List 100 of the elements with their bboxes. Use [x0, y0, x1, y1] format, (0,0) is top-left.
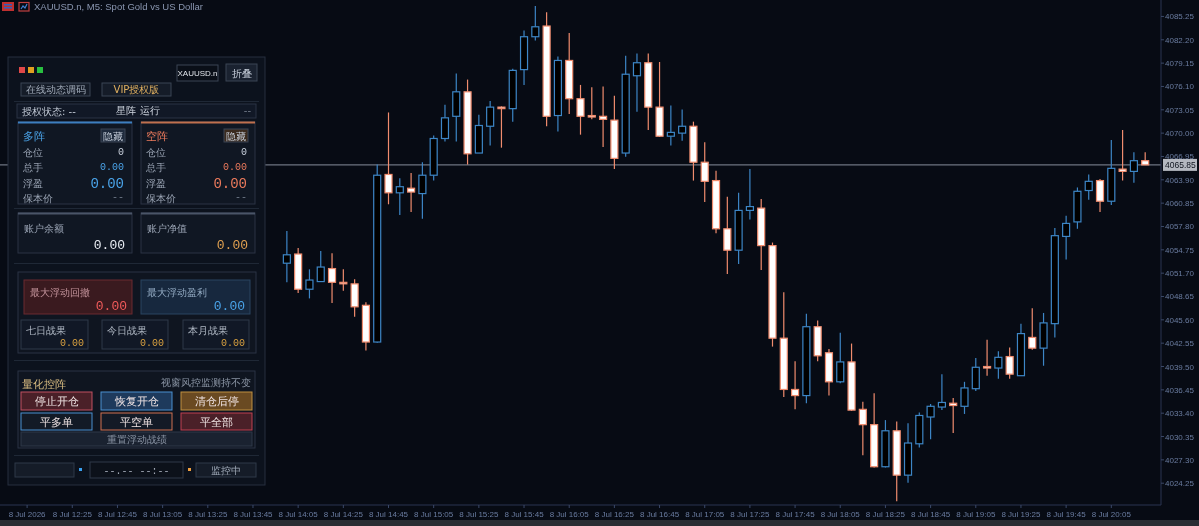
annotation: 0: [240, 147, 247, 158]
candlestick: [395, 177, 404, 216]
x-tick-label: 8 Jul 12:45: [97, 510, 138, 519]
candlestick: [576, 84, 585, 136]
candlestick: [678, 108, 687, 142]
annotation: 清仓后停: [194, 395, 239, 408]
candlestick: [960, 381, 969, 415]
x-tick-label: 8 Jul 17:25: [730, 510, 771, 519]
x-tick-label: 8 Jul 19:05: [956, 510, 996, 519]
annotation: XAUUSD.n: [177, 69, 218, 78]
candlestick: [384, 111, 393, 205]
candlestick: [1095, 178, 1105, 213]
annotation: 星阵 运行: [116, 105, 160, 116]
candlestick: [937, 373, 946, 411]
annotation: 0.00: [216, 238, 248, 253]
x-tick-label: 8 Jul 17:45: [775, 510, 816, 519]
annotation: VIP授权版: [113, 84, 160, 95]
y-tick-label: 4027.30: [1165, 455, 1195, 465]
y-tick-label: 4045.60: [1165, 315, 1195, 325]
annotation: 空阵: [146, 130, 168, 143]
annotation: 总手: [145, 162, 166, 173]
candlestick: [666, 104, 675, 146]
annotation: 平空单: [120, 416, 153, 429]
x-tick-label: 8 Jul 16:25: [594, 510, 635, 519]
y-tick-label: 4033.40: [1165, 409, 1195, 419]
candlestick: [406, 172, 416, 213]
candlestick: [327, 252, 337, 304]
annotation: --: [234, 192, 247, 203]
annotation: 仓位: [23, 147, 43, 158]
annotation: 重置浮动战绩: [106, 434, 167, 445]
candlestick: [316, 250, 325, 283]
candlestick: [790, 360, 800, 410]
annotation: 恢复开仓: [113, 395, 159, 408]
annotation: 最大浮动盈利: [147, 287, 207, 298]
y-tick-label: 4030.35: [1165, 432, 1195, 442]
annotation: 最大浮动回撤: [30, 287, 90, 298]
candlestick: [1118, 129, 1127, 182]
x-tick-label: 8 Jul 16:45: [639, 510, 680, 519]
x-tick-label: 8 Jul 19:25: [1001, 510, 1042, 519]
annotation: 0.00: [139, 338, 164, 349]
x-tick-label: 8 Jul 18:25: [865, 510, 906, 519]
annotation: 七日战果: [26, 325, 66, 336]
annotation: 监控中: [211, 465, 241, 476]
annotation: 0.00: [213, 299, 245, 314]
chart-title: XAUUSD.n, M5: Spot Gold vs US Dollar: [34, 1, 203, 12]
y-tick-label: 4060.85: [1165, 199, 1195, 209]
candlestick: [486, 100, 495, 146]
annotation: 0.00: [59, 338, 84, 349]
annotation: --: [243, 105, 252, 116]
x-tick-label: 8 Jul 15:45: [504, 510, 545, 519]
annotation: 保本价: [23, 193, 53, 204]
candlestick: [598, 85, 608, 148]
candlestick: [440, 104, 450, 143]
candlestick: [994, 350, 1003, 380]
candlestick: [1084, 173, 1093, 201]
y-tick-label: 4066.95: [1165, 152, 1195, 162]
x-tick-label: 8 Jul 2026: [8, 510, 47, 519]
annotation: 0.00: [99, 162, 124, 173]
x-tick-label: 8 Jul 13:45: [233, 510, 274, 519]
x-tick-label: 8 Jul 14:45: [368, 510, 409, 519]
x-tick-label: 8 Jul 14:25: [323, 510, 364, 519]
candlestick: [531, 5, 540, 42]
y-tick-label: 4070.00: [1165, 129, 1195, 139]
candlestick: [700, 141, 709, 203]
y-tick-label: 4063.90: [1165, 175, 1195, 185]
y-tick-label: 4076.10: [1165, 82, 1195, 92]
annotation: 视窗风控监测持不变: [161, 377, 251, 388]
y-tick-label: 4039.50: [1165, 362, 1195, 372]
annotation: 本月战果: [188, 325, 228, 336]
annotation: 0.00: [95, 299, 127, 314]
annotation: 停止开仓: [34, 395, 79, 408]
x-tick-label: 8 Jul 17:05: [685, 510, 725, 519]
x-tick-label: 8 Jul 16:05: [549, 510, 590, 519]
annotation: 账户净值: [147, 223, 187, 234]
x-tick-label: 8 Jul 18:05: [820, 510, 861, 519]
x-tick-label: 8 Jul 20:05: [1091, 510, 1132, 519]
annotation: 仓位: [146, 147, 166, 158]
annotation: 折叠: [231, 68, 252, 79]
annotation: 在线动态调码: [25, 84, 86, 95]
annotation: 浮盈: [23, 178, 43, 189]
x-tick-label: 8 Jul 12:25: [52, 510, 93, 519]
candlestick: [497, 105, 506, 149]
candlestick: [723, 196, 732, 275]
x-tick-label: 8 Jul 18:45: [911, 510, 951, 519]
annotation: 0.00: [220, 338, 245, 349]
candlestick: [858, 401, 867, 456]
y-tick-label: 4057.80: [1165, 222, 1195, 232]
candlestick: [1028, 307, 1037, 351]
candlestick: [745, 168, 755, 221]
annotation: 总手: [22, 162, 43, 173]
candlestick: [982, 339, 992, 377]
candlestick: [1005, 346, 1014, 380]
x-tick-label: 8 Jul 13:05: [143, 510, 183, 519]
annotation: --.-- --:--: [103, 465, 170, 477]
candlestick: [350, 278, 359, 318]
x-tick-label: 8 Jul 19:45: [1046, 510, 1087, 519]
y-tick-label: 4036.45: [1165, 385, 1195, 395]
annotation: 0.00: [213, 176, 247, 192]
x-tick-label: 8 Jul 14:05: [278, 510, 319, 519]
annotation: 平全部: [200, 416, 233, 429]
